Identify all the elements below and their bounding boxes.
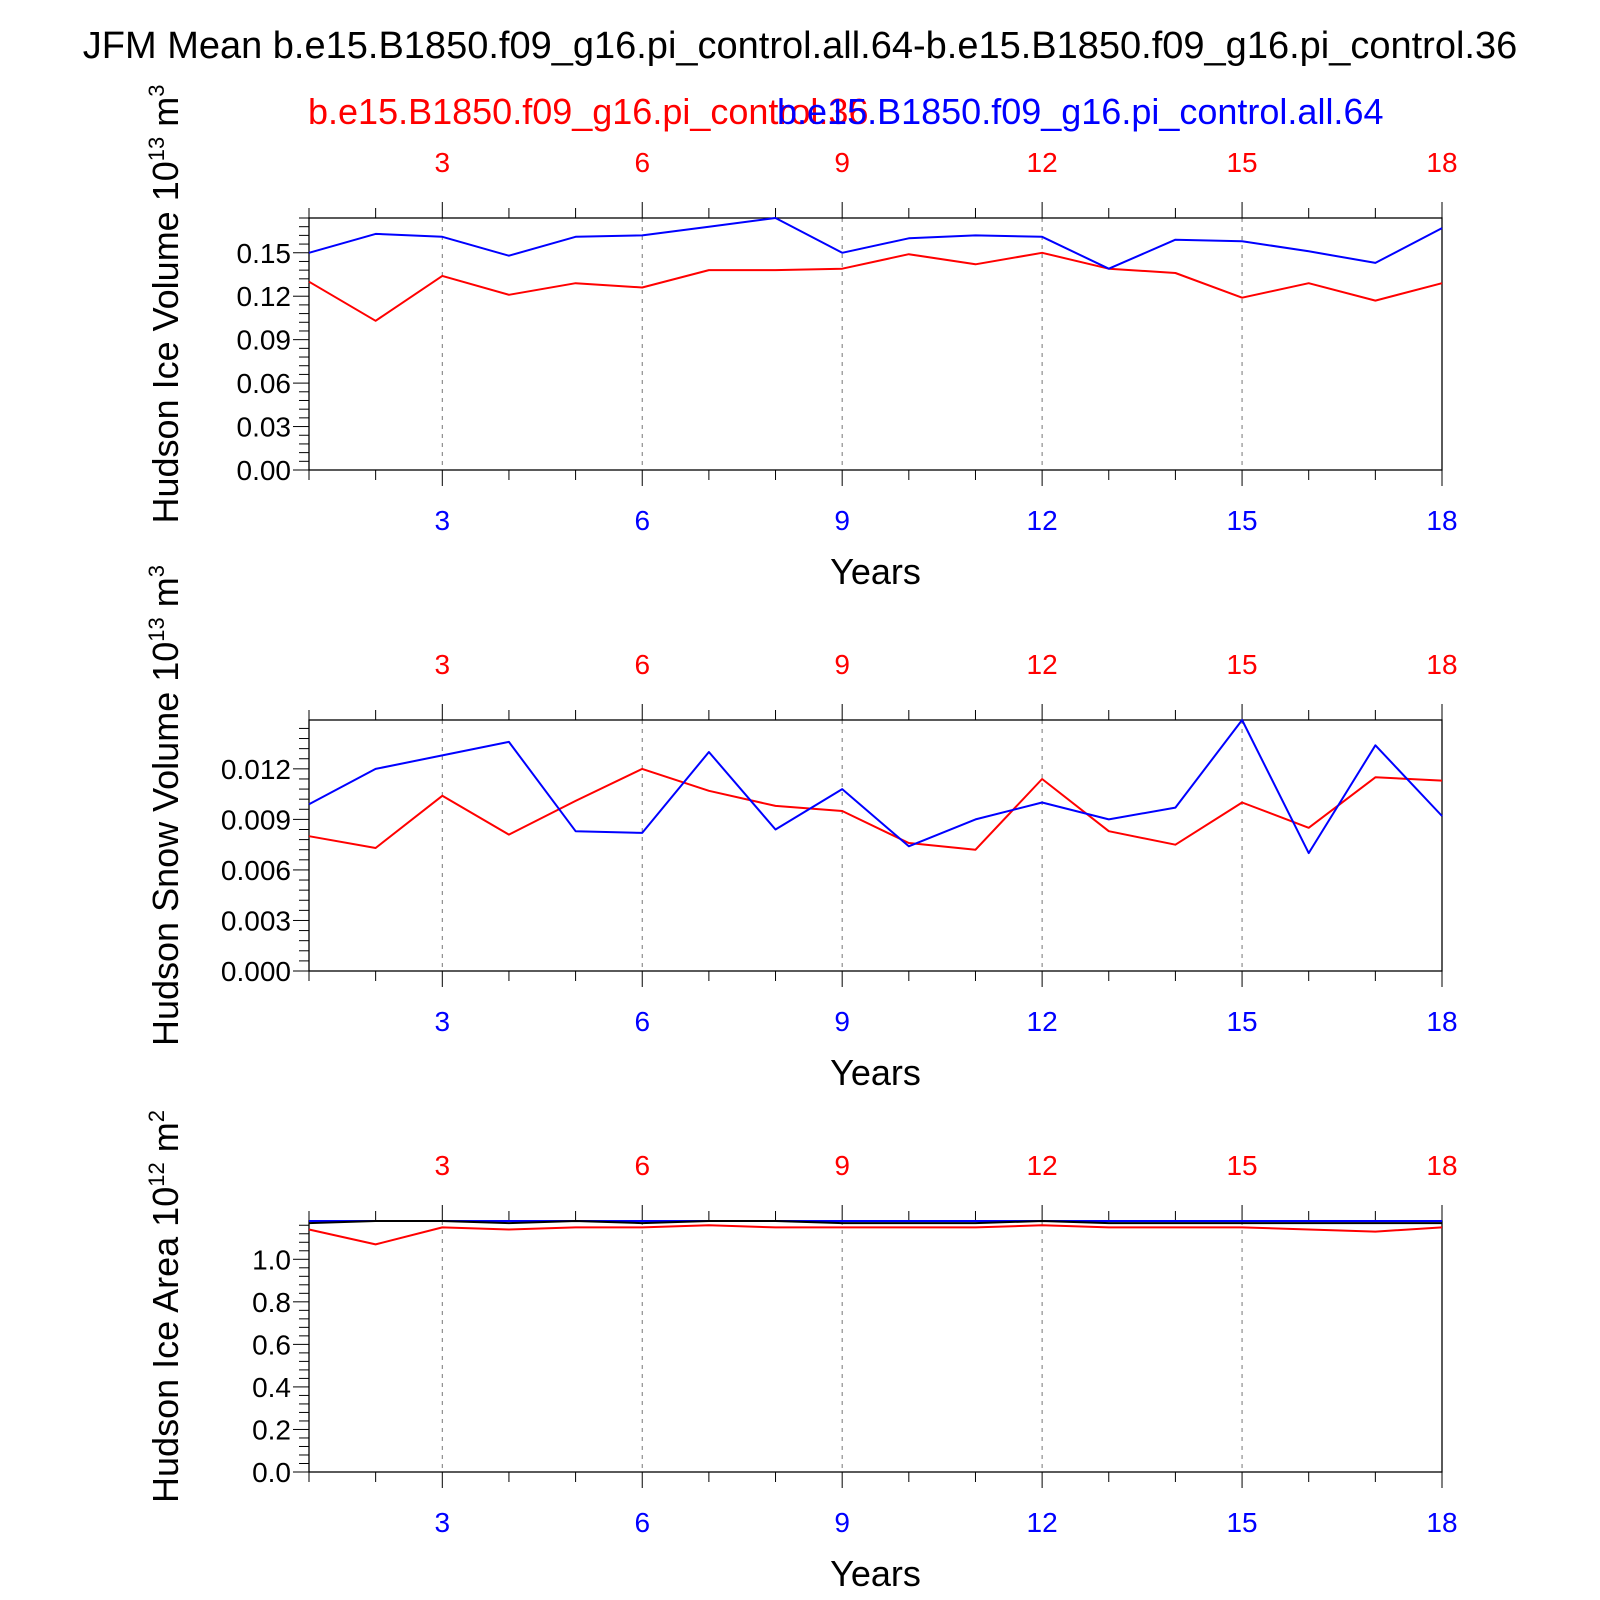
x-tick-label-bottom: 15 xyxy=(1226,1006,1257,1037)
x-tick-label-bottom: 12 xyxy=(1027,505,1058,536)
panel-3: 3 3 6 6 9 9 12 12 15 15 18 18 0.0 0.2 0.4 0.6 0.8 1.0 Year… xyxy=(144,1110,1458,1594)
x-tick-label-top: 15 xyxy=(1226,1150,1257,1181)
series-line-1 xyxy=(308,1224,1443,1246)
y-tick-label: 0.15 xyxy=(237,238,292,269)
x-tick-label-bottom: 18 xyxy=(1426,1006,1457,1037)
y-tick-label: 0.00 xyxy=(237,455,292,486)
x-tick-label-bottom: 6 xyxy=(634,1507,650,1538)
plot-frame xyxy=(308,1220,1443,1473)
y-axis-title: Hudson Ice Volume 1013 m3 xyxy=(144,85,186,524)
y-tick-label: 0.06 xyxy=(237,368,292,399)
legend-red-label: b.e15.B1850.f09_g16.pi_control.36 xyxy=(308,91,868,132)
x-tick-label-bottom: 3 xyxy=(435,1006,451,1037)
x-tick-label-bottom: 9 xyxy=(834,505,850,536)
panel-2: 3 3 6 6 9 9 12 12 15 15 18 18 0.000 0.003 0.006 0.009 0.… xyxy=(144,565,1458,1093)
y-units-exponent: 13 xyxy=(144,137,169,161)
y-units-tail: m xyxy=(145,1122,186,1162)
x-tick-label-top: 9 xyxy=(834,1150,850,1181)
y-tick-label: 0.2 xyxy=(252,1414,291,1445)
y-axis-title: Hudson Ice Area 1012 m2 xyxy=(144,1110,186,1503)
y-units-base: 10 xyxy=(145,642,186,682)
y-axis-title: Hudson Snow Volume 1013 m3 xyxy=(144,565,186,1046)
y-tick-label: 0.0 xyxy=(252,1457,291,1488)
x-tick-label-top: 18 xyxy=(1426,147,1457,178)
y-tick-label: 0.03 xyxy=(237,412,292,443)
x-tick-label-bottom: 3 xyxy=(435,505,451,536)
x-tick-label-top: 15 xyxy=(1226,147,1257,178)
plot-frame xyxy=(308,719,1443,972)
y-units-exponent: 13 xyxy=(144,617,169,641)
series-line-1 xyxy=(308,251,1443,322)
y-tick-label: 0.009 xyxy=(221,804,291,835)
y-units-tail-exponent: 3 xyxy=(144,565,169,577)
y-units-tail-exponent: 2 xyxy=(144,1110,169,1122)
y-tick-label: 0.12 xyxy=(237,281,292,312)
y-tick-label: 0.4 xyxy=(252,1372,291,1403)
x-tick-label-top: 6 xyxy=(634,649,650,680)
x-tick-label-top: 9 xyxy=(834,649,850,680)
x-tick-label-top: 18 xyxy=(1426,1150,1457,1181)
y-units-tail-exponent: 3 xyxy=(144,85,169,97)
y-tick-label: 0.8 xyxy=(252,1287,291,1318)
x-tick-label-top: 15 xyxy=(1226,649,1257,680)
x-tick-label-top: 12 xyxy=(1027,1150,1058,1181)
x-tick-label-top: 18 xyxy=(1426,649,1457,680)
x-tick-label-bottom: 18 xyxy=(1426,1507,1457,1538)
x-tick-label-top: 3 xyxy=(435,1150,451,1181)
x-tick-label-bottom: 12 xyxy=(1027,1507,1058,1538)
x-tick-label-top: 6 xyxy=(634,1150,650,1181)
x-axis-title: Years xyxy=(830,551,921,592)
y-units-base: 10 xyxy=(145,1187,186,1227)
x-tick-label-bottom: 12 xyxy=(1027,1006,1058,1037)
x-tick-label-bottom: 18 xyxy=(1426,505,1457,536)
x-tick-label-top: 12 xyxy=(1027,649,1058,680)
x-tick-label-bottom: 6 xyxy=(634,1006,650,1037)
x-tick-label-bottom: 3 xyxy=(435,1507,451,1538)
y-units-tail: m xyxy=(145,577,186,617)
y-tick-label: 0.000 xyxy=(221,956,291,987)
figure-title: JFM Mean b.e15.B1850.f09_g16.pi_control.… xyxy=(83,25,1517,67)
y-axis-title-text: Hudson Ice Volume xyxy=(145,201,186,523)
x-tick-label-bottom: 15 xyxy=(1226,1507,1257,1538)
x-tick-label-bottom: 9 xyxy=(834,1507,850,1538)
y-units-tail: m xyxy=(145,97,186,137)
x-tick-label-bottom: 15 xyxy=(1226,505,1257,536)
x-tick-label-bottom: 6 xyxy=(634,505,650,536)
y-tick-label: 0.012 xyxy=(221,754,291,785)
x-tick-label-bottom: 9 xyxy=(834,1006,850,1037)
series-line-2 xyxy=(308,217,1443,270)
y-units-base: 10 xyxy=(145,161,186,201)
y-tick-label: 0.003 xyxy=(221,905,291,936)
panel-1: 3 3 6 6 9 9 12 12 15 15 18 18 0.00 0.03 0.06 0.09 0.12 0.… xyxy=(144,85,1458,592)
y-axis-title-text: Hudson Ice Area xyxy=(145,1227,186,1503)
x-tick-label-top: 12 xyxy=(1027,147,1058,178)
x-tick-label-top: 6 xyxy=(634,147,650,178)
x-tick-label-top: 3 xyxy=(435,649,451,680)
series-line-2 xyxy=(308,719,1443,855)
series-line-1 xyxy=(308,767,1443,851)
legend-blue-label: b.e15.B1850.f09_g16.pi_control.all.64 xyxy=(777,91,1383,132)
x-tick-label-top: 3 xyxy=(435,147,451,178)
x-axis-title: Years xyxy=(830,1553,921,1594)
y-tick-label: 0.6 xyxy=(252,1329,291,1360)
panels: 3366991212151518180.000.030.060.090.120.… xyxy=(144,85,1458,1594)
y-tick-label: 0.006 xyxy=(221,855,291,886)
x-tick-label-top: 9 xyxy=(834,147,850,178)
x-axis-title: Years xyxy=(830,1052,921,1093)
y-units-exponent: 12 xyxy=(144,1162,169,1186)
y-axis-title-text: Hudson Snow Volume xyxy=(145,682,186,1046)
y-tick-label: 1.0 xyxy=(252,1244,291,1275)
series-line-3 xyxy=(308,1220,1442,1225)
y-tick-label: 0.09 xyxy=(237,325,292,356)
plot-frame xyxy=(308,217,1443,471)
